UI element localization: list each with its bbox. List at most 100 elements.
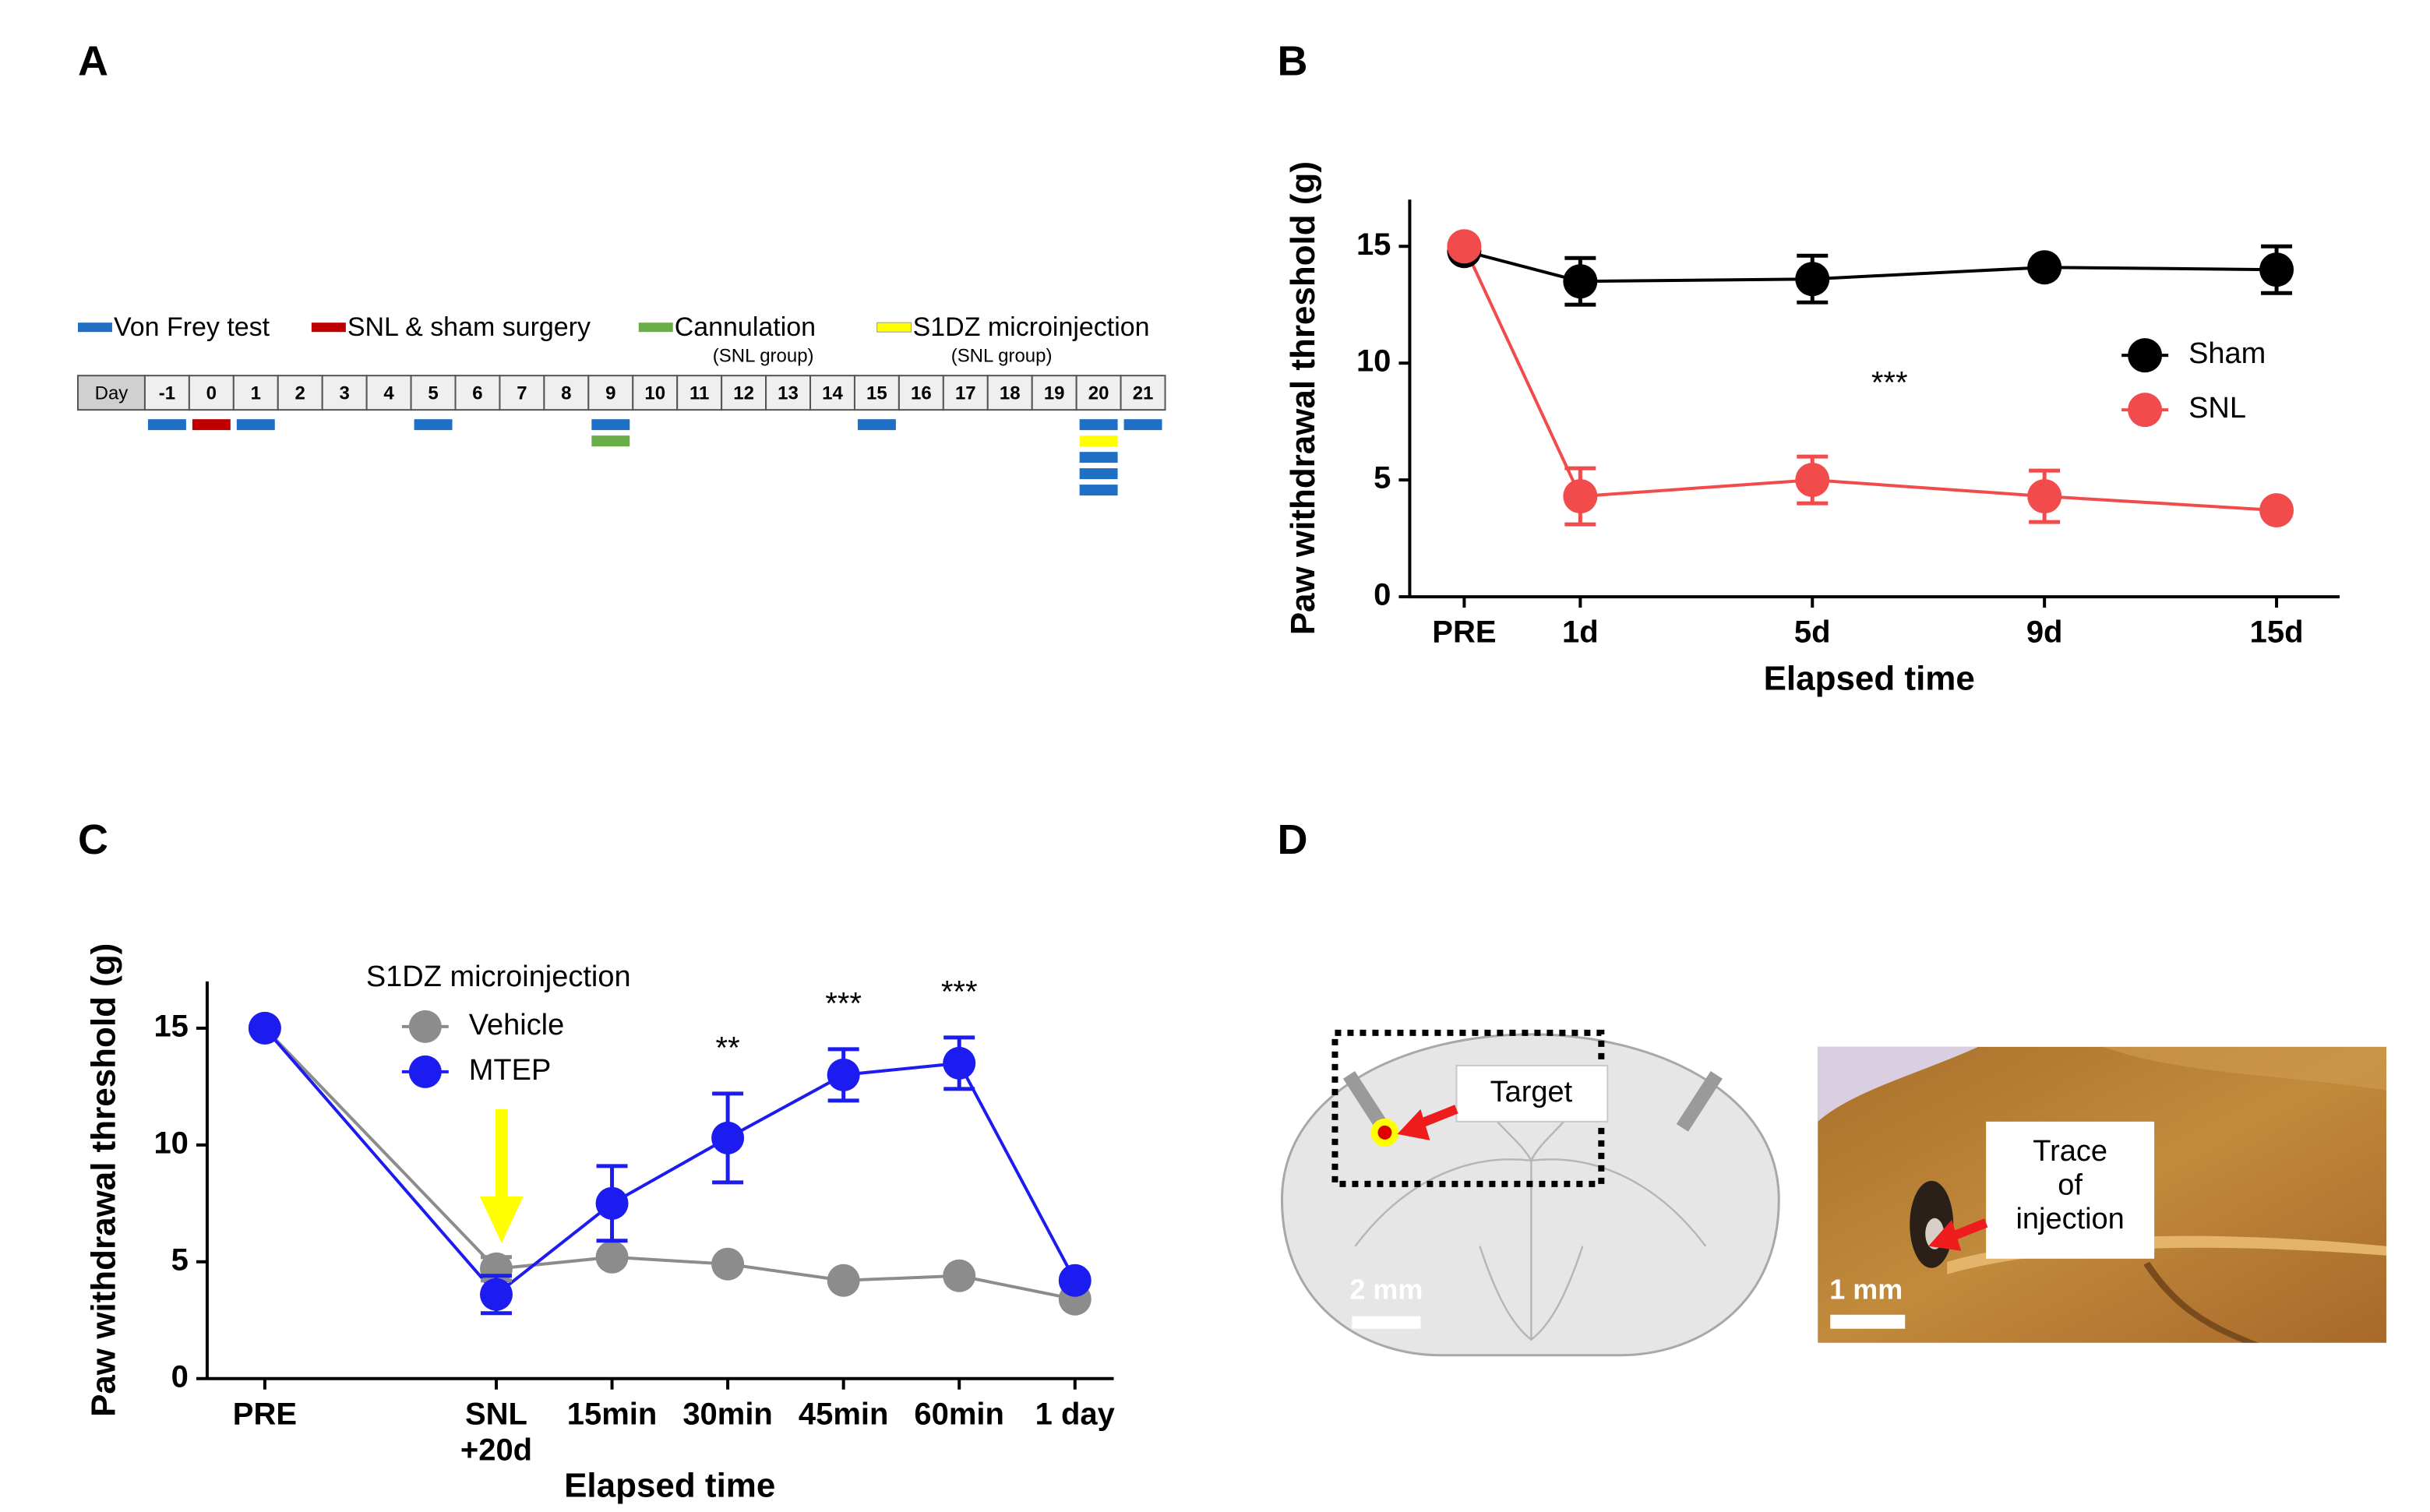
event-bar [1123, 419, 1162, 431]
day-label: 1 [251, 382, 261, 404]
y-axis-title: Paw withdrawal threshold (g) [85, 943, 123, 1417]
day-label: 21 [1133, 382, 1154, 404]
legend-label: SNL & sham surgery [347, 312, 591, 342]
panel-label: A [78, 38, 108, 85]
data-point [595, 1240, 629, 1274]
y-tick-label: 15 [153, 1009, 188, 1043]
day-header-cell [76, 375, 146, 411]
legend-marker [408, 1010, 442, 1043]
day-header: Day [95, 382, 129, 404]
day-label: 10 [644, 382, 665, 404]
day-cell [765, 375, 812, 411]
data-point [2259, 493, 2294, 528]
day-label: 5 [428, 382, 438, 404]
y-tick-label: 10 [153, 1126, 188, 1160]
legend-swatch [638, 322, 673, 333]
data-point [711, 1121, 745, 1154]
day-cell [942, 375, 989, 411]
brain-diagram [1280, 1029, 1780, 1357]
legend-marker [2128, 393, 2163, 428]
scale-bar-label: 2 mm [1349, 1273, 1423, 1305]
day-label: 15 [866, 382, 887, 404]
x-tick-label: SNL +20d [460, 1397, 532, 1467]
x-tick-label: PRE [233, 1397, 297, 1431]
event-bar [591, 419, 630, 431]
x-tick-label: 15d [2250, 615, 2304, 650]
event-bar [1079, 468, 1118, 480]
event-bar [1079, 435, 1118, 447]
legend-swatch [77, 322, 112, 333]
x-tick-label: 30min [682, 1397, 773, 1431]
day-label: 4 [383, 382, 394, 404]
timeline: Von Frey test SNL & sham surgery Cannulati… [76, 312, 1166, 496]
panel-label: C [78, 816, 108, 863]
day-cell [365, 375, 412, 411]
y-tick-label: 5 [1374, 461, 1391, 495]
data-point [827, 1264, 860, 1297]
legend-marker [2128, 338, 2163, 373]
day-cell [676, 375, 723, 411]
x-tick-label: 1 day [1035, 1397, 1116, 1431]
data-point [1447, 229, 1482, 264]
day-cell [986, 375, 1033, 411]
event-bar [857, 419, 896, 431]
day-cell [188, 375, 235, 411]
data-point [1795, 463, 1830, 498]
x-axis-title: Elapsed time [564, 1466, 775, 1504]
chart: 0 5 10 15 PRE 1d 5d 9d 15d Paw withdrawal thresho… [1284, 161, 2340, 698]
day-label: 0 [206, 382, 217, 404]
day-cell [410, 375, 457, 411]
target-label: Target [1490, 1076, 1573, 1108]
data-point [1795, 262, 1830, 297]
panel-label: B [1277, 38, 1307, 85]
day-label: 11 [689, 382, 709, 404]
x-tick-label: 5d [1794, 615, 1831, 650]
data-point [1563, 264, 1598, 299]
day-cell [1120, 375, 1166, 411]
legend-label: Cannulation [675, 312, 816, 342]
event-bar [1079, 452, 1118, 463]
data-point [711, 1247, 745, 1281]
event-bar [1079, 419, 1118, 431]
event-bar [414, 419, 453, 431]
day-cell [1075, 375, 1122, 411]
day-label: 18 [1000, 382, 1021, 404]
legend-note: (SNL group) [951, 346, 1053, 367]
day-label: 7 [517, 382, 527, 404]
data-point [1058, 1264, 1092, 1297]
panel-label: D [1277, 816, 1307, 863]
annotation: ** [716, 1031, 740, 1065]
data-point [480, 1278, 513, 1311]
data-point [1563, 479, 1598, 514]
annotation: *** [941, 975, 978, 1009]
chart: 0 5 10 15 PRE SNL +20d 15min 30min 45min 60min 1 da… [85, 943, 1116, 1505]
data-point [248, 1011, 281, 1045]
data-point [2027, 479, 2062, 514]
x-tick-label: 9d [2026, 615, 2063, 650]
data-point [2259, 252, 2294, 287]
legend-label: MTEP [469, 1054, 551, 1087]
day-label: 20 [1088, 382, 1109, 404]
x-tick-label: 60min [914, 1397, 1004, 1431]
event-bar [147, 419, 186, 431]
day-label: 8 [561, 382, 571, 404]
day-label: -1 [159, 382, 175, 404]
y-tick-label: 0 [1374, 578, 1391, 612]
x-tick-label: 45min [799, 1397, 889, 1431]
data-point [943, 1259, 976, 1292]
y-axis-title: Paw withdrawal threshold (g) [1284, 161, 1322, 635]
y-tick-label: 5 [171, 1242, 189, 1277]
legend-label: S1DZ microinjection [913, 312, 1150, 342]
day-label: 12 [733, 382, 754, 404]
legend-label: SNL [2188, 392, 2246, 425]
legend-label: Vehicle [469, 1009, 564, 1041]
event-bar [1079, 485, 1118, 496]
day-label: 14 [822, 382, 843, 404]
annotation: *** [825, 986, 862, 1020]
event-bar [591, 435, 630, 447]
data-point [2027, 250, 2062, 285]
day-label: 13 [778, 382, 799, 404]
y-tick-label: 0 [171, 1359, 189, 1394]
legend-label: Sham [2188, 337, 2266, 370]
